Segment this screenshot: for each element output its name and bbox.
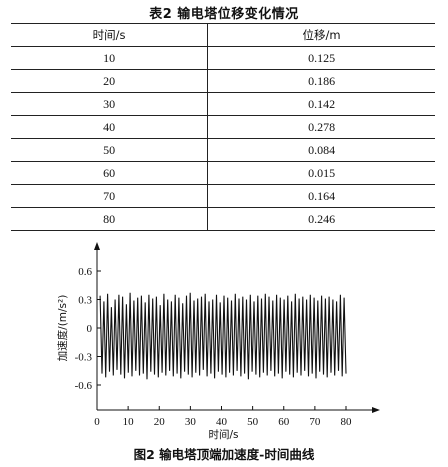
cell-displacement: 0.246 xyxy=(207,207,435,231)
table-row: 70 0.164 xyxy=(11,184,435,208)
cell-time: 60 xyxy=(11,161,209,185)
cell-displacement: 0.125 xyxy=(207,46,435,70)
cell-time: 50 xyxy=(11,138,209,162)
x-tick-label: 70 xyxy=(309,416,321,428)
table-row: 30 0.142 xyxy=(11,92,435,116)
cell-time: 20 xyxy=(11,69,209,93)
header-time: 时间/s xyxy=(11,23,209,47)
header-displacement: 位移/m xyxy=(207,23,435,47)
cell-displacement: 0.164 xyxy=(207,184,435,208)
cell-displacement: 0.186 xyxy=(207,69,435,93)
table-row: 10 0.125 xyxy=(11,46,435,70)
chart-axes xyxy=(94,242,380,413)
table-caption: 表2 输电塔位移变化情况 xyxy=(149,7,299,22)
series-line-acceleration xyxy=(99,292,347,380)
cell-time: 40 xyxy=(11,115,209,139)
x-tick-label: 50 xyxy=(247,416,259,428)
chart-ticks: 0.6 0.3 0 -0.3 -0.6 0 10 20 30 40 50 60 70 80 xyxy=(75,266,352,428)
y-tick-label: -0.3 xyxy=(75,352,93,364)
cell-time: 70 xyxy=(11,184,209,208)
cell-time: 80 xyxy=(11,207,209,231)
x-tick-label: 60 xyxy=(278,416,290,428)
cell-displacement: 0.084 xyxy=(207,138,435,162)
table-row: 60 0.015 xyxy=(11,161,435,185)
x-axis-label: 时间/s xyxy=(208,428,238,441)
cell-time: 30 xyxy=(11,92,209,116)
figure-caption: 图2 输电塔顶端加速度-时间曲线 xyxy=(133,447,315,462)
cell-displacement: 0.015 xyxy=(207,161,435,185)
cell-displacement: 0.142 xyxy=(207,92,435,116)
x-axis-arrow xyxy=(372,407,380,413)
y-tick-label: 0.6 xyxy=(78,266,92,278)
table-row: 20 0.186 xyxy=(11,69,435,93)
y-tick-label: -0.6 xyxy=(75,380,93,392)
table-row: 50 0.084 xyxy=(11,138,435,162)
x-tick-label: 20 xyxy=(154,416,166,428)
chart-plot-area xyxy=(99,292,347,380)
table-header-row: 时间/s 位移/m xyxy=(11,23,435,47)
x-tick-label: 40 xyxy=(216,416,228,428)
x-tick-label: 10 xyxy=(123,416,135,428)
x-tick-label: 0 xyxy=(94,416,100,428)
y-axis-label: 加速度/(m/s²) xyxy=(56,295,69,362)
table-row: 80 0.246 xyxy=(11,207,435,231)
acceleration-time-chart: 0.6 0.3 0 -0.3 -0.6 0 10 20 30 40 50 60 70 80 时间/s 加速… xyxy=(56,242,380,441)
x-tick-label: 80 xyxy=(341,416,353,428)
x-tick-label: 30 xyxy=(185,416,197,428)
cell-time: 10 xyxy=(11,46,209,70)
displacement-table: 时间/s 位移/m 10 0.125 20 0.186 30 0.142 40 0.27… xyxy=(11,23,435,231)
y-tick-label: 0.3 xyxy=(78,295,92,307)
table-row: 40 0.278 xyxy=(11,115,435,139)
y-tick-label: 0 xyxy=(87,323,93,335)
cell-displacement: 0.278 xyxy=(207,115,435,139)
y-axis-arrow xyxy=(94,242,100,250)
